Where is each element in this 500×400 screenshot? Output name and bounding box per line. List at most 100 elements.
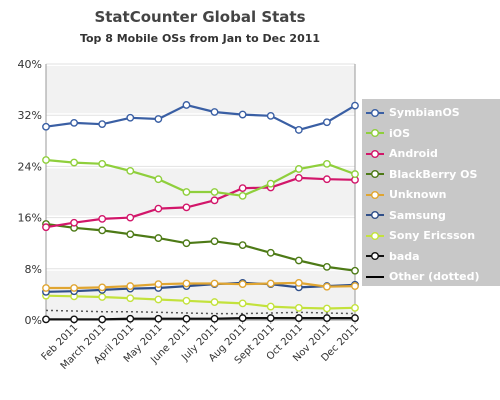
- legend-marker-other-dotted: [366, 275, 384, 278]
- data-point-symbianos: [98, 120, 107, 129]
- legend-marker-symbianos: [366, 108, 384, 117]
- data-point-sony-ericsson: [238, 299, 247, 308]
- data-point-unknown: [351, 282, 359, 290]
- data-point-bada: [351, 314, 359, 322]
- y-tick-label: 16%: [18, 212, 42, 225]
- legend-marker-sony-ericsson: [366, 231, 384, 240]
- data-point-unknown: [70, 284, 78, 292]
- legend-label: Other (dotted): [389, 270, 480, 283]
- chart-subtitle: Top 8 Mobile OSs from Jan to Dec 2011: [79, 32, 321, 45]
- y-tick-label: 0%: [25, 314, 42, 327]
- y-tick-label: 8%: [25, 263, 42, 276]
- data-point-bada: [98, 315, 107, 324]
- data-point-android: [182, 203, 191, 212]
- data-point-sony-ericsson: [323, 304, 331, 313]
- legend-marker-android: [366, 149, 384, 158]
- data-point-ios: [266, 179, 275, 188]
- data-point-sony-ericsson: [98, 293, 107, 301]
- data-point-ios: [154, 175, 163, 184]
- legend-item-blackberry-os[interactable]: BlackBerry OS: [362, 164, 500, 185]
- data-point-unknown: [238, 280, 247, 289]
- data-point-blackberry-os: [323, 262, 331, 271]
- chart-legend: SymbianOS iOS Android BlackBerry OS Unknown S…: [362, 99, 500, 286]
- data-point-sony-ericsson: [154, 295, 163, 304]
- series-line-samsung: [45, 281, 356, 293]
- legend-marker-samsung: [366, 211, 384, 219]
- data-point-ios: [70, 158, 78, 167]
- data-point-unknown: [266, 279, 275, 288]
- data-point-ios: [210, 188, 219, 196]
- data-point-android: [210, 196, 219, 205]
- grid-band: [46, 66, 355, 114]
- data-point-android: [98, 214, 107, 223]
- legend-item-symbianos[interactable]: SymbianOS: [362, 102, 500, 123]
- data-point-bada: [238, 314, 247, 322]
- data-point-android: [70, 218, 78, 227]
- legend-label: iOS: [389, 126, 411, 140]
- series-line-unknown: [46, 281, 356, 290]
- series-line-blackberry-os: [45, 222, 356, 272]
- data-point-symbianos: [70, 118, 78, 127]
- legend-item-ios[interactable]: iOS: [362, 123, 500, 144]
- data-point-blackberry-os: [182, 239, 191, 248]
- legend-marker-blackberry-os: [366, 170, 384, 178]
- data-point-sony-ericsson: [210, 298, 219, 306]
- data-point-sony-ericsson: [126, 294, 135, 303]
- data-point-sony-ericsson: [294, 303, 303, 312]
- data-point-unknown: [98, 283, 107, 292]
- data-point-blackberry-os: [154, 234, 163, 242]
- data-point-unknown: [323, 282, 331, 291]
- data-point-symbianos: [351, 101, 359, 110]
- legend-item-sony-ericsson[interactable]: Sony Ericsson: [362, 225, 500, 246]
- data-point-android: [126, 213, 135, 222]
- legend-item-bada[interactable]: bada: [362, 246, 500, 267]
- data-point-blackberry-os: [266, 248, 275, 257]
- y-tick-label: 40%: [18, 58, 42, 71]
- data-point-ios: [238, 191, 247, 200]
- legend-label: SymbianOS: [389, 106, 460, 119]
- data-point-bada: [294, 314, 303, 322]
- data-point-unknown: [126, 282, 135, 290]
- data-point-symbianos: [238, 110, 247, 119]
- data-point-ios: [98, 159, 107, 168]
- series-line-sony-ericsson: [45, 294, 356, 310]
- data-point-unknown: [294, 278, 303, 287]
- legend-marker-bada: [366, 252, 384, 260]
- data-point-bada: [154, 314, 163, 323]
- legend-label: bada: [389, 249, 420, 263]
- legend-item-other-dotted[interactable]: Other (dotted): [362, 266, 500, 287]
- data-point-blackberry-os: [294, 256, 303, 265]
- data-point-symbianos: [294, 126, 303, 134]
- data-point-blackberry-os: [98, 226, 107, 235]
- data-point-ios: [323, 159, 331, 168]
- data-point-unknown: [42, 284, 50, 292]
- data-point-unknown: [210, 279, 219, 288]
- data-point-blackberry-os: [351, 266, 359, 275]
- data-point-unknown: [182, 279, 191, 288]
- legend-label: Sony Ericsson: [389, 229, 476, 242]
- data-point-android: [154, 204, 163, 213]
- data-point-bada: [323, 314, 331, 322]
- data-point-bada: [70, 315, 78, 324]
- data-point-android: [294, 174, 303, 182]
- data-point-symbianos: [323, 118, 331, 127]
- legend-item-unknown[interactable]: Unknown: [362, 184, 500, 205]
- series-line-ios: [45, 158, 356, 197]
- data-point-bada: [210, 314, 219, 323]
- data-point-android: [42, 223, 50, 232]
- data-point-sony-ericsson: [266, 302, 275, 311]
- y-tick-label: 24%: [18, 160, 42, 173]
- legend-label: BlackBerry OS: [389, 167, 478, 181]
- legend-label: Samsung: [389, 208, 446, 222]
- series-line-bada: [46, 317, 355, 321]
- data-point-ios: [126, 166, 135, 175]
- series-line-android: [45, 176, 356, 229]
- data-point-sony-ericsson: [351, 303, 359, 312]
- series-line-other-dotted: [45, 309, 356, 315]
- data-point-symbianos: [154, 115, 163, 123]
- data-point-blackberry-os: [238, 241, 247, 250]
- legend-item-android[interactable]: Android: [362, 143, 500, 164]
- legend-item-samsung[interactable]: Samsung: [362, 205, 500, 226]
- data-point-symbianos: [182, 101, 191, 109]
- chart-title: StatCounter Global Stats: [94, 8, 306, 26]
